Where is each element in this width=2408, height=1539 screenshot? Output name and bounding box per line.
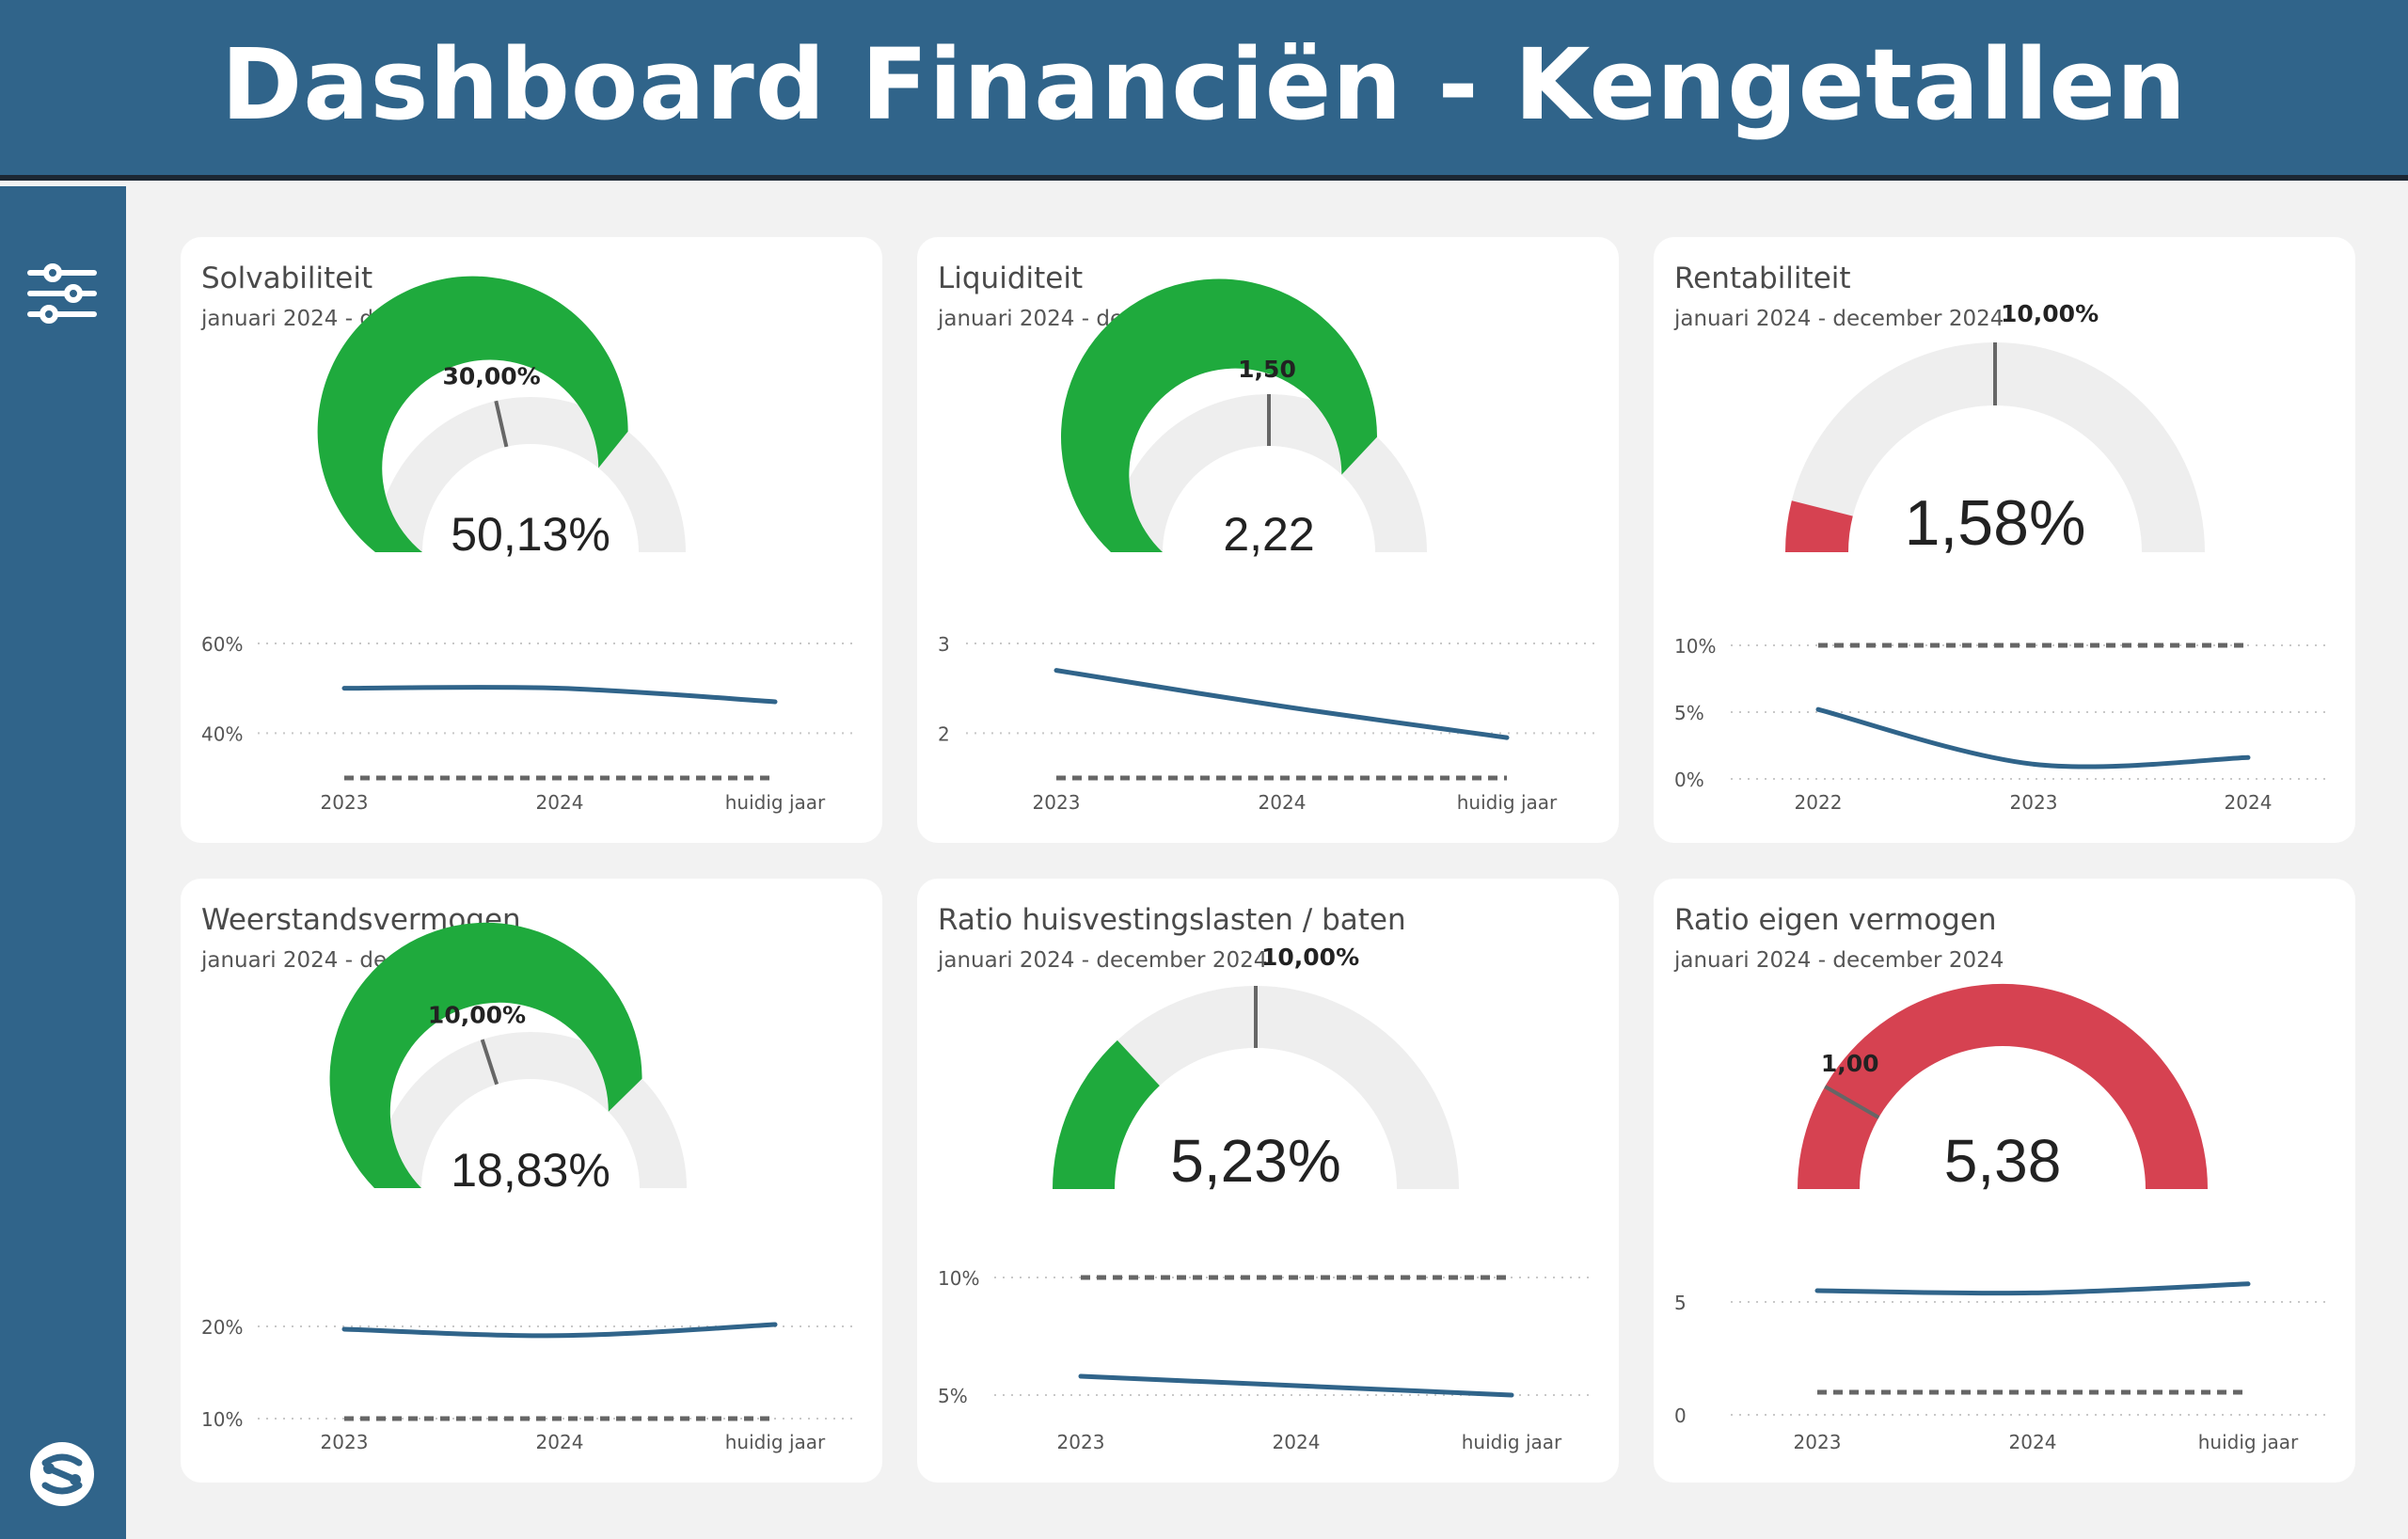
x-tick-label: 2024 bbox=[2225, 791, 2273, 814]
gauge-fill bbox=[1061, 278, 1378, 552]
gauge: 10,00% 5,23% bbox=[1053, 944, 1459, 1195]
x-tick-label: 2024 bbox=[1273, 1431, 1321, 1453]
page-title: Dashboard Financiën - Kengetallen bbox=[221, 27, 2187, 142]
gauge-target-label: 30,00% bbox=[443, 362, 541, 389]
x-tick-label: huidig jaar bbox=[725, 1431, 826, 1453]
y-tick-label: 60% bbox=[201, 633, 243, 656]
x-tick-label: huidig jaar bbox=[1457, 791, 1558, 814]
x-tick-label: 2024 bbox=[536, 1431, 584, 1453]
y-tick-label: 20% bbox=[201, 1316, 243, 1339]
x-tick-label: huidig jaar bbox=[1462, 1431, 1562, 1453]
kpi-visual: 10,00% 1,58% 10% 5% 0% 2022 2023 2024 bbox=[1674, 300, 2331, 814]
kpi-visual: 1,00 5,38 5 0 2023 2024 huidig jaar bbox=[1674, 983, 2331, 1453]
gauge-track bbox=[1053, 986, 1459, 1189]
card-period: januari 2024 - december 2024 bbox=[1674, 307, 2004, 331]
gauge-fill bbox=[1785, 500, 1853, 552]
sidebar bbox=[0, 186, 126, 1539]
gauge: 30,00% 50,13% bbox=[317, 276, 686, 561]
gauge-value: 1,58% bbox=[1905, 487, 2086, 559]
gauge: 1,50 2,22 bbox=[1061, 278, 1427, 561]
card-title: Rentabiliteit bbox=[1674, 262, 1851, 295]
gauge-target-marker bbox=[1824, 1085, 1880, 1119]
gauge-value: 5,38 bbox=[1944, 1127, 2062, 1195]
kpi-visual: 30,00% 50,13% 60% 40% 2023 2024 huidig jaar bbox=[201, 276, 858, 814]
kpi-visual: 1,50 2,22 3 2 2023 2024 huidig jaar bbox=[938, 278, 1594, 814]
x-tick-label: 2023 bbox=[321, 1431, 369, 1453]
trend-chart: 10% 5% 0% 2022 2023 2024 bbox=[1674, 635, 2331, 814]
y-tick-label: 10% bbox=[938, 1267, 979, 1290]
gauge-value: 50,13% bbox=[451, 508, 610, 561]
kpi-visual: 10,00% 5,23% 10% 5% 2023 2024 huidig jaar bbox=[938, 944, 1594, 1453]
card-title: Solvabiliteit bbox=[201, 262, 373, 295]
kpi-card[interactable]: Ratio huisvestingslasten / baten januari … bbox=[917, 879, 1619, 1483]
x-tick-label: 2023 bbox=[1794, 1431, 1842, 1453]
card-period: januari 2024 - december 2024 bbox=[1674, 948, 2004, 973]
series-line bbox=[341, 685, 778, 705]
x-tick-label: 2022 bbox=[1795, 791, 1843, 814]
series-line bbox=[1814, 1281, 2251, 1296]
sliders-icon bbox=[27, 263, 97, 324]
gauge-target-marker bbox=[494, 400, 509, 448]
filter-button[interactable] bbox=[24, 260, 100, 327]
y-tick-label: 0% bbox=[1674, 769, 1704, 791]
gauge: 1,00 5,38 bbox=[1798, 983, 2208, 1195]
gauge-fill bbox=[317, 276, 628, 552]
gauge-target-label: 10,00% bbox=[428, 1002, 526, 1029]
gauge-fill bbox=[1053, 1039, 1160, 1189]
gauge-target-label: 10,00% bbox=[1261, 944, 1359, 971]
x-tick-label: 2023 bbox=[2010, 791, 2058, 814]
gauge-target-marker bbox=[480, 1039, 499, 1086]
gauge: 10,00% 1,58% bbox=[1785, 300, 2205, 559]
brand-logo-icon bbox=[28, 1440, 96, 1508]
card-title: Liquiditeit bbox=[938, 262, 1084, 295]
kpi-card[interactable]: Weerstandsvermogen januari 2024 - decembe… bbox=[181, 879, 882, 1483]
card-title: Ratio huisvestingslasten / baten bbox=[938, 903, 1406, 937]
x-tick-label: 2024 bbox=[2009, 1431, 2057, 1453]
x-tick-label: 2023 bbox=[1057, 1431, 1105, 1453]
dashboard-header: Dashboard Financiën - Kengetallen bbox=[0, 0, 2408, 181]
y-tick-label: 10% bbox=[201, 1408, 243, 1431]
y-tick-label: 10% bbox=[1674, 635, 1716, 658]
y-tick-label: 5% bbox=[1674, 702, 1704, 724]
gauge-value: 2,22 bbox=[1223, 508, 1314, 561]
gauge-value: 5,23% bbox=[1170, 1127, 1340, 1195]
x-tick-label: 2024 bbox=[1259, 791, 1307, 814]
gauge: 10,00% 18,83% bbox=[329, 922, 687, 1197]
y-tick-label: 3 bbox=[938, 633, 950, 656]
gauge-fill bbox=[329, 922, 642, 1188]
gauge-fill bbox=[1798, 983, 2208, 1189]
trend-chart: 60% 40% 2023 2024 huidig jaar bbox=[201, 633, 858, 814]
series-line bbox=[1078, 1373, 1514, 1398]
gauge-target-label: 1,00 bbox=[1821, 1050, 1879, 1077]
y-tick-label: 40% bbox=[201, 722, 243, 745]
gauge-target-label: 1,50 bbox=[1238, 356, 1296, 383]
x-tick-label: 2024 bbox=[536, 791, 584, 814]
x-tick-label: 2023 bbox=[1033, 791, 1081, 814]
series-line bbox=[341, 1322, 778, 1339]
trend-chart: 10% 5% 2023 2024 huidig jaar bbox=[938, 1267, 1594, 1453]
series-line bbox=[1054, 668, 1510, 740]
y-tick-label: 2 bbox=[938, 722, 950, 745]
y-tick-label: 5 bbox=[1674, 1292, 1687, 1314]
y-tick-label: 5% bbox=[938, 1385, 968, 1407]
kpi-card[interactable]: Rentabiliteit januari 2024 - december 202… bbox=[1654, 237, 2355, 843]
gauge-target-label: 10,00% bbox=[2001, 300, 2099, 327]
card-period: januari 2024 - december 2024 bbox=[938, 948, 1268, 973]
trend-chart: 20% 10% 2023 2024 huidig jaar bbox=[201, 1316, 858, 1453]
x-tick-label: huidig jaar bbox=[725, 791, 826, 814]
trend-chart: 5 0 2023 2024 huidig jaar bbox=[1674, 1281, 2331, 1453]
kpi-visual: 10,00% 18,83% 20% 10% 2023 2024 huidig jaar bbox=[201, 922, 858, 1453]
x-tick-label: 2023 bbox=[321, 791, 369, 814]
y-tick-label: 0 bbox=[1674, 1404, 1687, 1427]
kpi-card[interactable]: Ratio eigen vermogen januari 2024 - decem… bbox=[1654, 879, 2355, 1483]
gauge-track bbox=[1785, 342, 2205, 552]
gauge-value: 18,83% bbox=[451, 1144, 610, 1197]
kpi-card[interactable]: Liquiditeit januari 2024 - december 2024 1… bbox=[917, 237, 1619, 843]
trend-chart: 3 2 2023 2024 huidig jaar bbox=[938, 633, 1594, 814]
card-title: Ratio eigen vermogen bbox=[1674, 903, 1997, 937]
series-line bbox=[1815, 706, 2251, 770]
x-tick-label: huidig jaar bbox=[2198, 1431, 2299, 1453]
